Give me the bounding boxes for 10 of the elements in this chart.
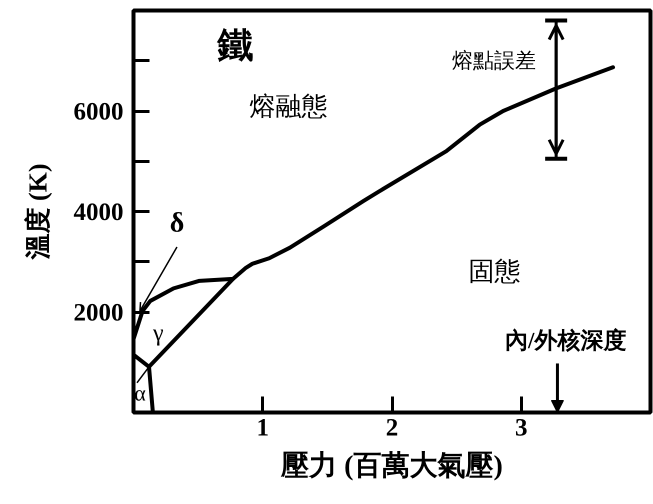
chart-title: 鐵 (216, 25, 254, 66)
x-tick-label: 2 (386, 414, 398, 442)
x-axis-title: 壓力 (百萬大氣壓) (280, 450, 503, 482)
y-tick-label: 6000 (74, 98, 124, 126)
y-tick-label: 4000 (74, 199, 124, 226)
annotation: α (134, 380, 146, 406)
x-tick-label: 1 (256, 414, 269, 442)
y-tick-label: 2000 (74, 300, 124, 326)
x-tick-label: 3 (515, 414, 528, 442)
y-axis-title: 溫度 (K) (24, 163, 52, 261)
